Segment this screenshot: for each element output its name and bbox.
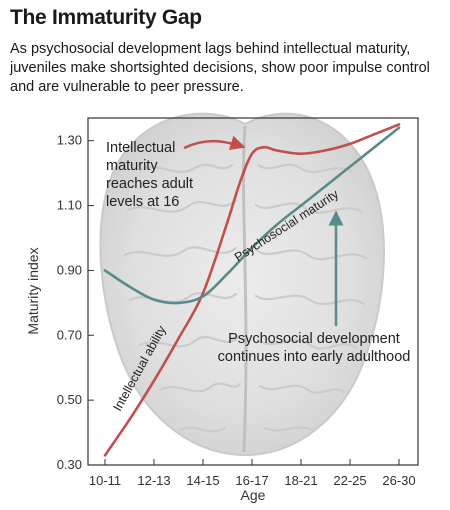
- x-tick-label: 10-11: [89, 473, 121, 488]
- brain-illustration: [99, 112, 385, 457]
- series-line-intellectual: [103, 123, 401, 457]
- annotation-line: reaches adult: [106, 176, 193, 192]
- annotation-line: Intellectual: [106, 140, 175, 156]
- x-tick-label: 22-25: [333, 473, 366, 488]
- y-tick-label: 0.50: [57, 392, 82, 407]
- x-axis-label: Age: [241, 487, 266, 503]
- annotation-line: Psychosocial development: [228, 331, 400, 347]
- annotation-line: levels at 16: [106, 194, 179, 210]
- annotation-arrow-red: [183, 135, 246, 151]
- y-tick-label: 1.30: [57, 133, 82, 148]
- series-line-psychosocial: [103, 126, 401, 305]
- plot-frame: [87, 117, 419, 466]
- y-tick-label: 1.10: [57, 198, 82, 213]
- chart-title: The Immaturity Gap: [10, 6, 202, 29]
- annotation-line: maturity: [106, 158, 158, 174]
- y-tick-label: 0.30: [57, 457, 82, 472]
- y-axis-label: Maturity index: [25, 247, 41, 334]
- x-tick-label: 16-17: [235, 473, 268, 488]
- y-tick-label: 0.70: [57, 327, 82, 342]
- annotation-psychosocial: Psychosocial development continues into …: [218, 210, 411, 365]
- series-group: [103, 123, 401, 457]
- y-axis-ticks: 0.30 0.50 0.70 0.90 1.10 1.30: [57, 133, 94, 472]
- y-tick-label: 0.90: [57, 262, 82, 277]
- annotation-line: continues into early adulthood: [218, 349, 411, 365]
- x-tick-label: 14-15: [186, 473, 219, 488]
- chart-subtitle: As psychosocial development lags behind …: [10, 41, 430, 95]
- x-tick-label: 12-13: [137, 473, 170, 488]
- x-tick-label: 18-21: [284, 473, 317, 488]
- annotation-intellectual: Intellectual maturity reaches adult leve…: [106, 135, 246, 210]
- x-axis-ticks: 10-11 12-13 14-15 16-17 18-21 22-25 26-30: [89, 459, 416, 488]
- x-tick-label: 26-30: [382, 473, 415, 488]
